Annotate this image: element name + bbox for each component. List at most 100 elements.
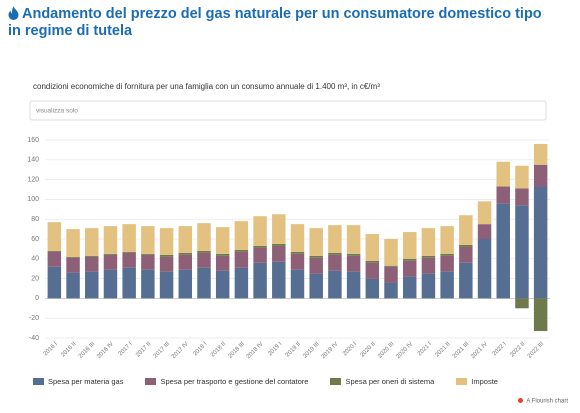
bar-segment — [141, 254, 155, 270]
bar-segment — [328, 225, 342, 253]
bar-segment — [178, 254, 193, 270]
bar-segment — [384, 265, 398, 267]
y-tick-label: 160 — [27, 137, 39, 144]
y-tick-label: 100 — [27, 196, 39, 203]
bar-segment — [103, 269, 118, 299]
x-tick-label: 2018 III — [228, 341, 247, 360]
bar-segment — [253, 262, 267, 299]
x-tick-label: 2021 III — [452, 341, 471, 360]
x-tick-label: 2020 II — [360, 341, 377, 358]
bar-segment — [290, 251, 305, 254]
bar-segment — [103, 226, 118, 254]
x-tick-label: 2022 III — [527, 341, 546, 360]
bar-segment — [178, 226, 193, 253]
bar-segment — [346, 225, 361, 254]
bar-segment — [47, 266, 62, 299]
bar-segment — [234, 249, 249, 252]
bar-segment — [496, 203, 510, 299]
legend-swatch — [33, 378, 44, 385]
legend-swatch — [330, 378, 342, 385]
x-tick-label: 2018 II — [210, 341, 227, 358]
bar-segment — [384, 239, 398, 266]
x-tick-label: 2016 III — [78, 341, 97, 360]
legend-item[interactable]: Spesa per oneri di sistema — [330, 377, 434, 386]
bar-segment — [346, 255, 361, 272]
bar-segment — [85, 256, 99, 272]
legend-label: Imposte — [471, 377, 498, 386]
filter-select[interactable] — [29, 100, 547, 121]
bar-segment — [515, 188, 529, 206]
bar-segment — [103, 253, 118, 255]
bar-segment — [365, 262, 380, 279]
bar-segment — [328, 252, 342, 255]
bar-segment — [309, 257, 323, 274]
bar-segment — [253, 247, 267, 263]
bar-segment — [421, 228, 436, 256]
bar-segment — [47, 250, 62, 252]
chart-title: Andamento del prezzo del gas naturale pe… — [8, 6, 542, 39]
bar-segment — [290, 224, 305, 252]
legend-label: Spesa per trasporto e gestione del conta… — [160, 377, 309, 386]
bar-segment — [66, 229, 80, 257]
bar-segment — [234, 221, 249, 250]
bar-segment — [477, 224, 492, 239]
y-tick-label: -20 — [29, 315, 39, 322]
bar-segment — [402, 258, 417, 261]
y-tick-label: 60 — [31, 236, 39, 243]
y-tick-label: 120 — [27, 176, 39, 183]
bar-segment — [421, 255, 436, 258]
bar-segment — [309, 255, 323, 258]
bar-segment — [66, 257, 80, 273]
x-tick-label: 2020 I — [342, 341, 358, 357]
bar-segment — [421, 273, 436, 299]
bar-segment — [421, 257, 436, 274]
bar-segment — [103, 254, 118, 270]
x-tick-label: 2021 II — [434, 341, 451, 358]
flame-icon — [8, 6, 19, 20]
title-block: Andamento del prezzo del gas naturale pe… — [8, 6, 553, 40]
bar-segment — [402, 260, 417, 277]
bar-segment — [440, 271, 454, 299]
bar-segment — [215, 253, 230, 256]
bar-segment — [234, 251, 249, 268]
x-tick-label: 2022 II — [509, 341, 526, 358]
x-tick-label: 2017 II — [135, 341, 152, 358]
bar-segment — [178, 252, 193, 255]
bar-segment — [515, 165, 529, 189]
bar-segment — [459, 215, 473, 245]
bar-segment — [141, 269, 155, 299]
bar-segment — [309, 273, 323, 299]
bar-segment — [384, 266, 398, 283]
bar-segment — [402, 276, 417, 299]
y-tick-label: 140 — [27, 157, 39, 164]
legend-item[interactable]: Spesa per materia gas — [33, 377, 123, 386]
bar-segment — [122, 224, 136, 252]
x-tick-label: 2021 I — [417, 341, 433, 357]
bar-segment — [253, 216, 267, 246]
legend-item[interactable]: Imposte — [456, 377, 498, 386]
bar-segment — [384, 282, 398, 299]
bar-segment — [477, 239, 492, 299]
legend-label: Spesa per materia gas — [48, 377, 124, 386]
bar-segment — [515, 298, 529, 309]
x-tick-label: 2019 I — [267, 341, 283, 357]
x-tick-label: 2016 I — [43, 341, 59, 357]
bar-segment — [85, 228, 99, 256]
bar-segment — [141, 226, 155, 254]
bar-segment — [159, 254, 174, 257]
bar-segment — [215, 255, 230, 271]
bar-segment — [440, 253, 454, 256]
bar-segment — [309, 228, 323, 256]
bar-segment — [272, 245, 286, 262]
bar-segment — [272, 243, 286, 246]
legend-item[interactable]: Spesa per trasporto e gestione del conta… — [145, 377, 308, 386]
x-tick-label: 2020 IV — [395, 341, 414, 360]
x-tick-label: 2019 III — [302, 341, 321, 360]
bar-segment — [440, 255, 454, 272]
bar-segment — [159, 271, 174, 299]
bar-segment — [346, 253, 361, 256]
bar-segment — [496, 161, 510, 187]
bar-segment — [533, 298, 548, 332]
credit: A Flourish chart — [518, 398, 568, 405]
bar-segment — [290, 269, 305, 299]
